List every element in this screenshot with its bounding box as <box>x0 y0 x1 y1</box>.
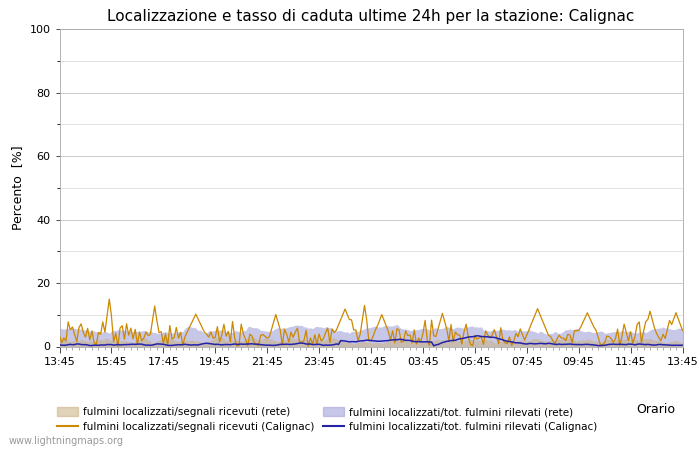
Legend: fulmini localizzati/segnali ricevuti (rete), fulmini localizzati/segnali ricevut: fulmini localizzati/segnali ricevuti (re… <box>53 403 601 436</box>
Text: Orario: Orario <box>636 403 676 416</box>
Y-axis label: Percento  [%]: Percento [%] <box>11 145 24 230</box>
Text: www.lightningmaps.org: www.lightningmaps.org <box>8 436 123 446</box>
Title: Localizzazione e tasso di caduta ultime 24h per la stazione: Calignac: Localizzazione e tasso di caduta ultime … <box>107 9 635 24</box>
